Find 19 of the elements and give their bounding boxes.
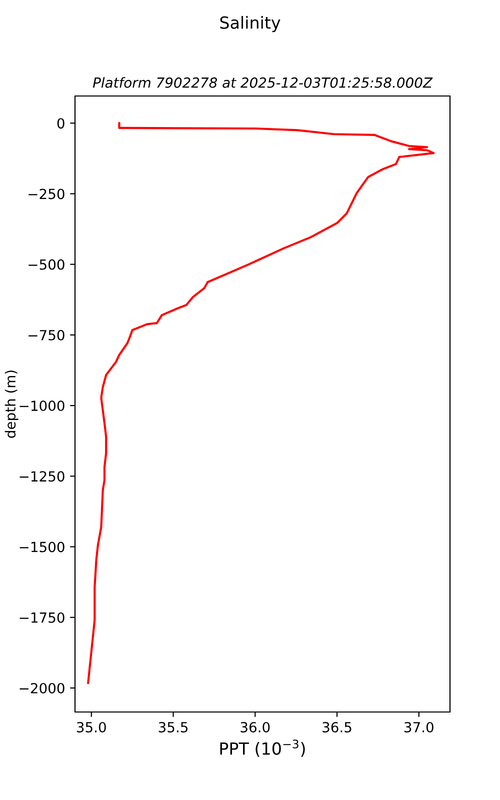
y-tick-label: −1000 bbox=[20, 400, 64, 412]
line-series bbox=[87, 122, 435, 684]
y-tick-label: −250 bbox=[28, 188, 64, 200]
x-tick-label: 35.0 bbox=[76, 722, 106, 732]
y-tick-label: −1250 bbox=[20, 471, 64, 482]
y-tick-label: −1500 bbox=[20, 542, 64, 552]
chart-subtitle: Platform 7902278 at 2025-12-03T01:25:58.000Z bbox=[92, 77, 433, 88]
x-tick-label: 36.0 bbox=[240, 722, 270, 732]
y-tick-label: −750 bbox=[28, 330, 64, 340]
x-tick-label: 37.0 bbox=[404, 722, 434, 732]
y-tick-label: −1750 bbox=[20, 612, 64, 623]
x-tick-label: 36.5 bbox=[322, 722, 352, 732]
y-axis-title: depth (m) bbox=[4, 370, 18, 438]
x-tick-label: 35.5 bbox=[158, 722, 188, 732]
y-tick-label: −500 bbox=[28, 259, 64, 270]
y-tick-label: −2000 bbox=[20, 682, 64, 694]
chart-title: Salinity bbox=[220, 16, 280, 32]
x-axis-title: PPT (10$^{−3}$) bbox=[220, 740, 305, 757]
y-tick-label: 0 bbox=[57, 118, 64, 129]
